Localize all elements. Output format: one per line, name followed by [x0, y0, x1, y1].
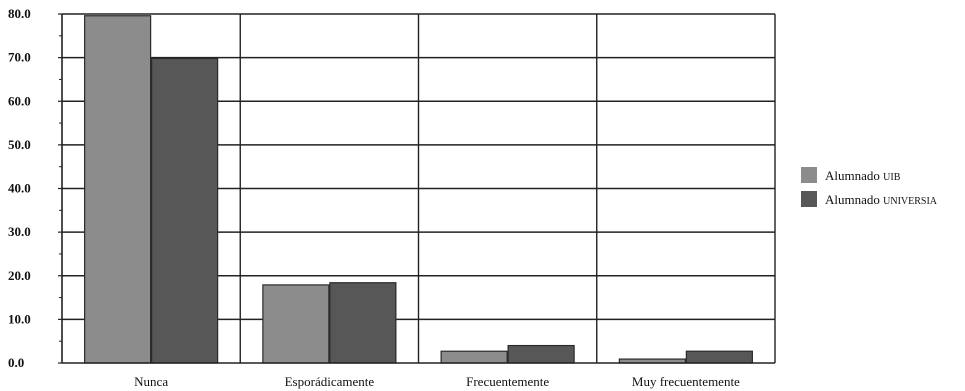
x-category-label: Nunca [134, 374, 168, 389]
x-category-label: Frecuentemente [466, 374, 549, 389]
bar [507, 344, 575, 364]
bar [329, 282, 397, 364]
x-category-label: Esporádicamente [285, 374, 375, 389]
y-tick-label: 0.0 [8, 355, 24, 370]
legend: Alumnado UIB Alumnado UNIVERSIA [801, 167, 938, 207]
legend-swatch [801, 167, 817, 183]
legend-swatch [801, 191, 817, 207]
legend-label: Alumnado UNIVERSIA [825, 192, 938, 207]
bar [262, 284, 330, 364]
bars [84, 15, 753, 364]
bar [440, 350, 508, 364]
y-tick-label: 20.0 [8, 268, 31, 283]
y-tick-label: 50.0 [8, 137, 31, 152]
y-tick-label: 10.0 [8, 311, 31, 326]
legend-label: Alumnado UIB [825, 168, 901, 183]
y-tick-label: 70.0 [8, 50, 31, 65]
x-category-labels: Nunca Esporádicamente Frecuentemente Muy fr… [134, 374, 740, 389]
bar [685, 350, 753, 364]
y-tick-label: 30.0 [8, 224, 31, 239]
y-tick-label: 60.0 [8, 93, 31, 108]
bar [84, 15, 152, 364]
y-tick-labels: 0.0 10.0 20.0 30.0 40.0 50.0 60.0 70.0 80.0 [8, 6, 31, 370]
y-tick-label: 40.0 [8, 181, 31, 196]
x-category-label: Muy frecuentemente [632, 374, 740, 389]
y-tick-label: 80.0 [8, 6, 31, 21]
bar [151, 57, 219, 364]
axes [58, 13, 775, 364]
